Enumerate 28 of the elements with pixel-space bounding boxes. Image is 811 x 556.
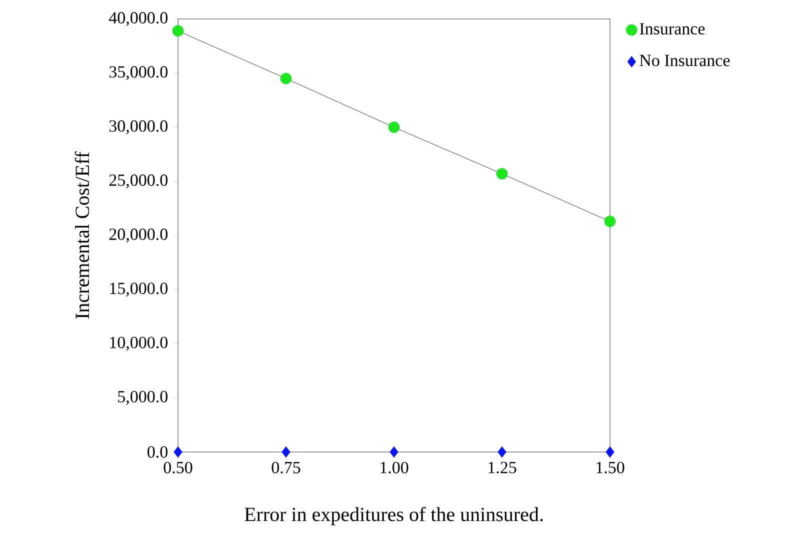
- y-axis-title: Incremental Cost/Eff: [74, 152, 90, 319]
- point: [604, 216, 616, 228]
- point: [390, 446, 398, 458]
- y-tick-label: 40,000.0: [108, 12, 168, 26]
- y-tick-label: 10,000.0: [110, 336, 168, 351]
- y-tick-label: 25,000.0: [109, 174, 168, 188]
- point: [496, 168, 508, 180]
- point: [498, 446, 506, 458]
- y-tick-label: 0.0: [148, 446, 168, 458]
- legend-label: No Insurance: [640, 54, 730, 66]
- point: [172, 25, 184, 37]
- x-tick-label: 1.50: [596, 462, 624, 474]
- x-tick-label: 0.50: [164, 462, 192, 474]
- y-tick-label: 20,000.0: [109, 228, 168, 242]
- point: [280, 72, 292, 84]
- point: [388, 122, 400, 133]
- y-tick-label: 15,000.0: [110, 282, 168, 297]
- x-tick-label: 1.00: [380, 462, 408, 474]
- y-tick-label: 5,000.0: [118, 390, 168, 405]
- x-tick-label: 0.75: [272, 462, 300, 474]
- point: [606, 446, 614, 458]
- point: [174, 446, 182, 458]
- point: [282, 446, 290, 458]
- x-axis-title: Error in expeditures of the uninsured.: [244, 506, 543, 526]
- x-tick-label: 1.25: [488, 462, 516, 474]
- legend-label: Insurance: [640, 23, 705, 34]
- y-tick-label: 30,000.0: [109, 120, 168, 134]
- y-tick-label: 35,000.0: [109, 66, 168, 80]
